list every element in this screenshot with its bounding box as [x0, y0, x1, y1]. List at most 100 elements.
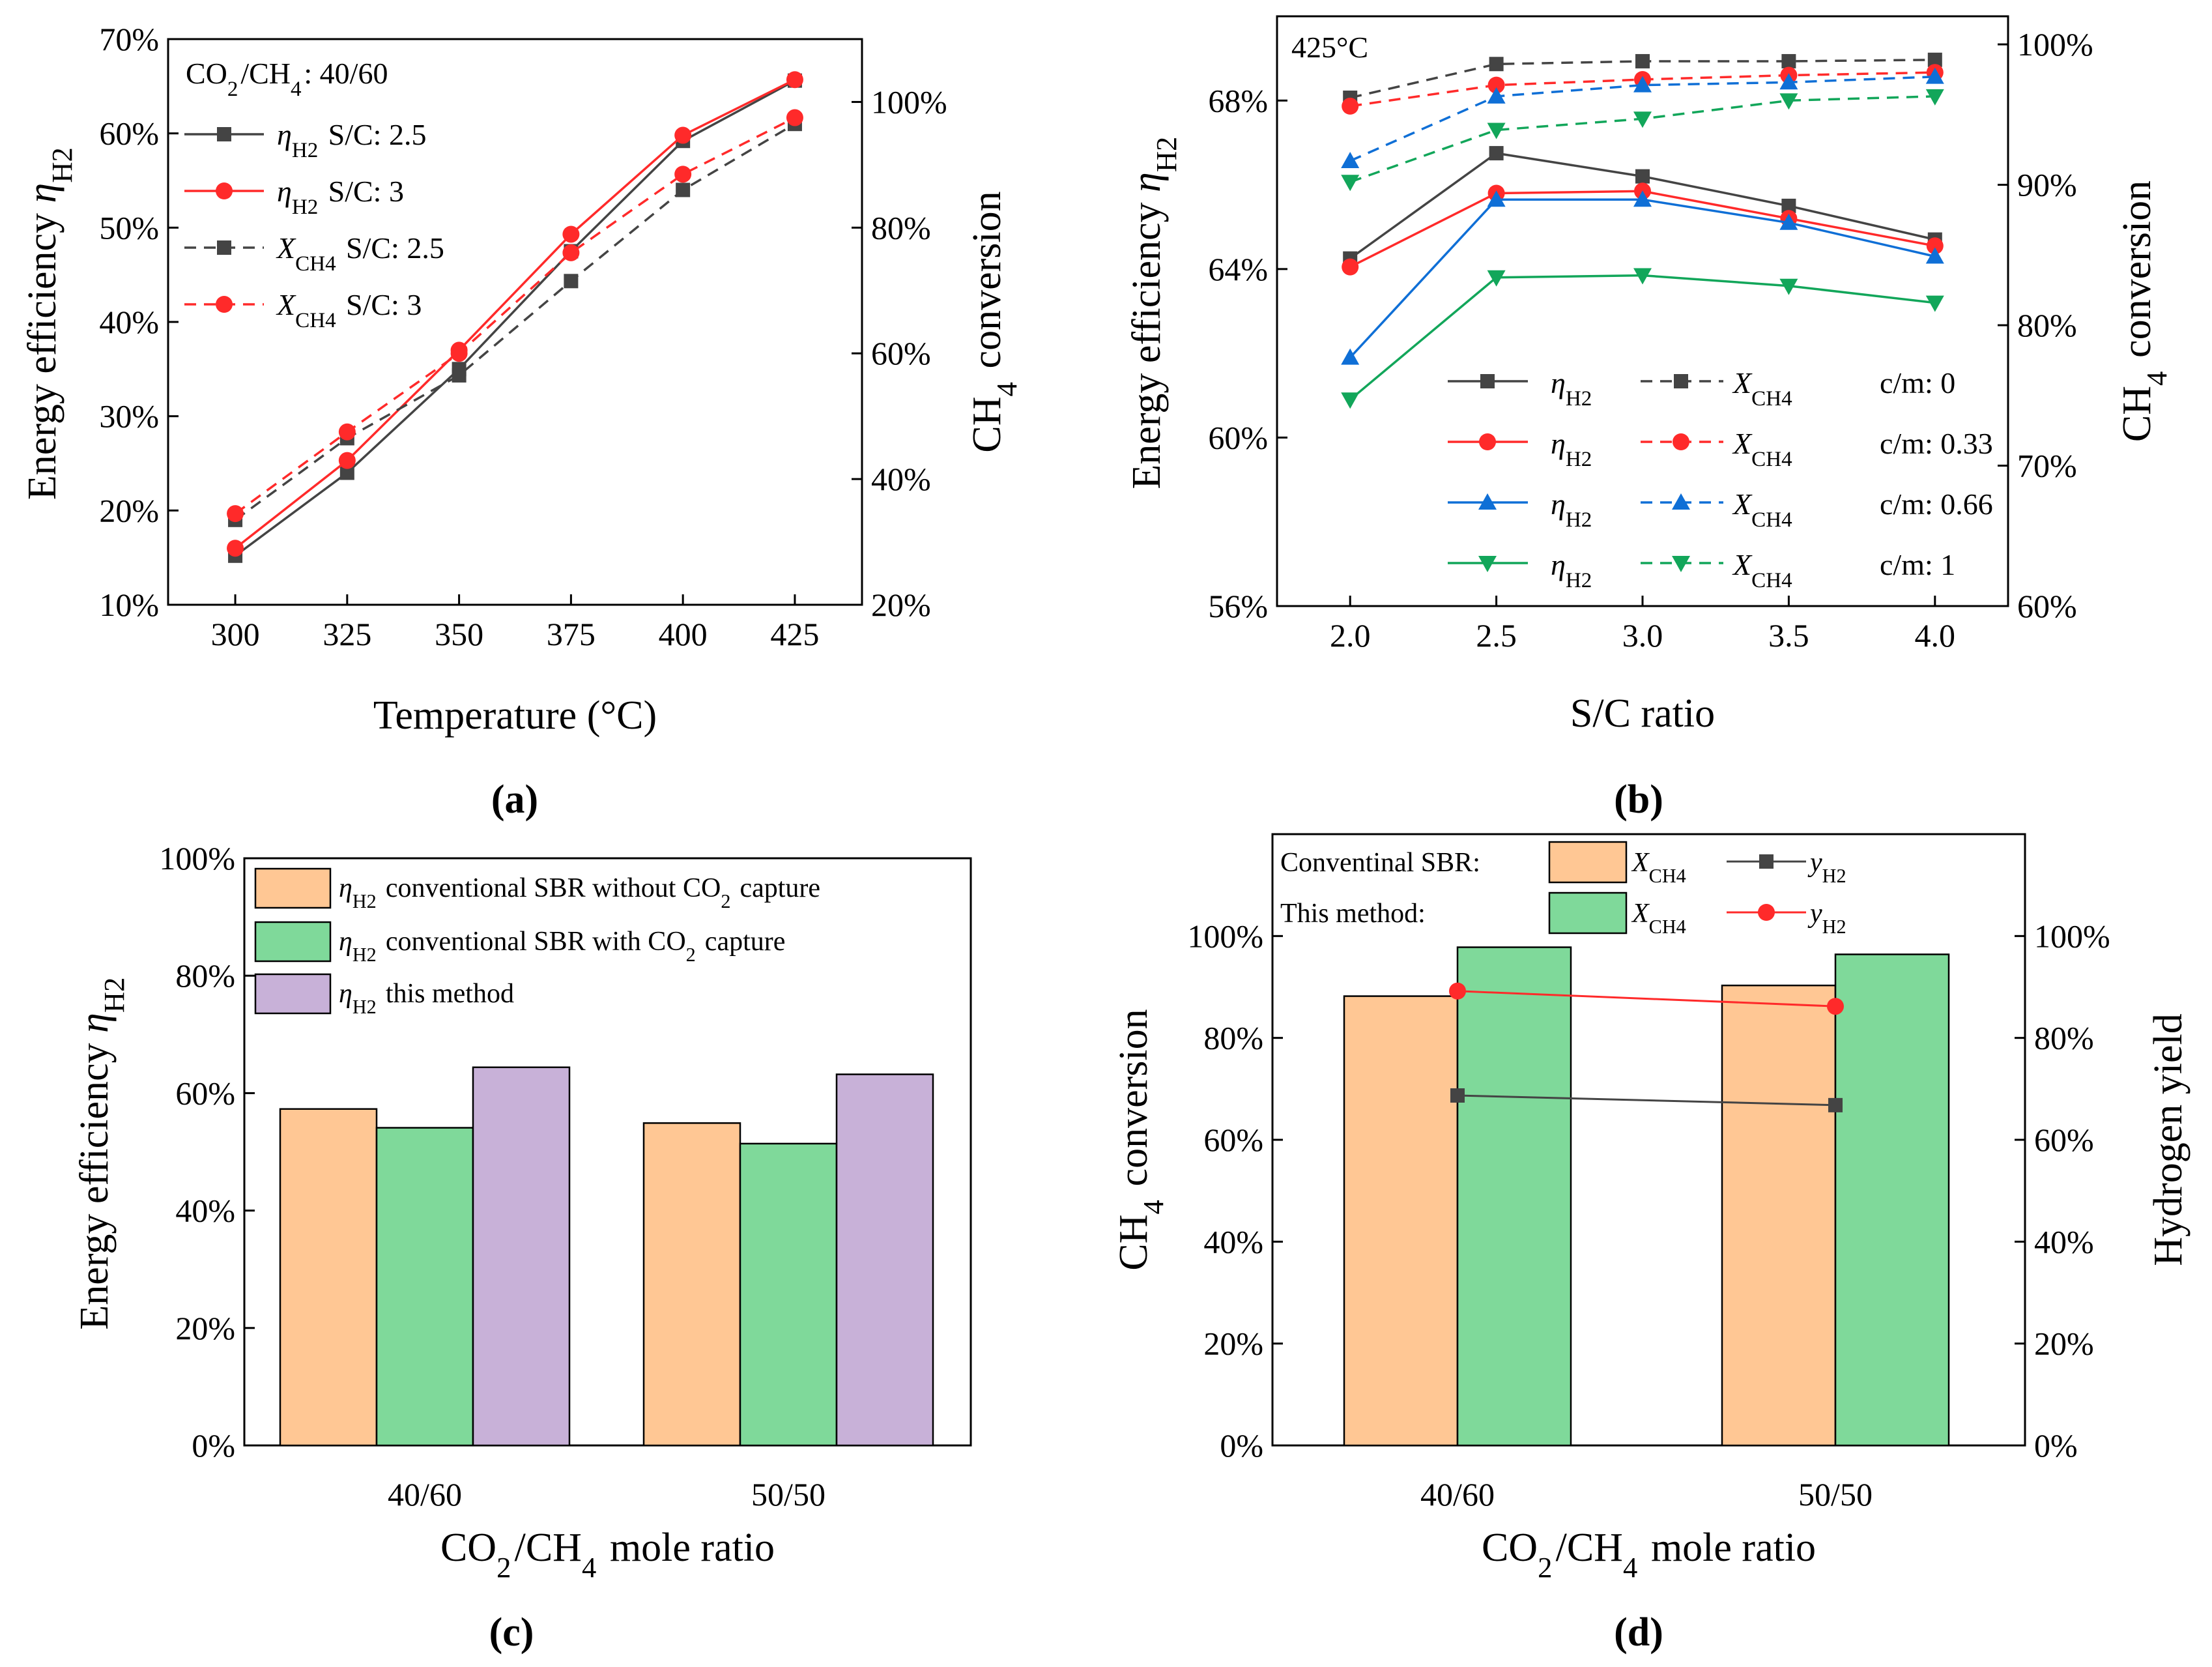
y-right-tick-label: 40%: [871, 461, 931, 497]
y-tick-label: 100%: [159, 840, 235, 877]
legend-label: XCH4: [1732, 487, 1795, 532]
data-point: [564, 274, 579, 289]
data-point: [1487, 270, 1506, 287]
data-point: [1487, 190, 1506, 207]
x-tick-label: 3.5: [1768, 617, 1809, 654]
data-point: [1341, 392, 1360, 409]
y-right-tick-label: 20%: [871, 587, 931, 623]
y-tick-label: 60%: [175, 1075, 235, 1111]
y-right-tick-label: 60%: [871, 335, 931, 371]
x-tick-label: 375: [547, 616, 596, 652]
x-axis-label: S/C ratio: [1570, 691, 1715, 736]
y-right-tick-label: 40%: [2034, 1223, 2094, 1260]
y-right-axis-label: CH4 conversion: [965, 191, 1023, 452]
y-left-tick-label: 60%: [99, 115, 159, 152]
x-axis-label: CO2 /CH4 mole ratio: [440, 1526, 775, 1584]
legend-label: This method:: [1280, 899, 1426, 929]
y-left-tick-label: 60%: [1208, 419, 1268, 456]
y-left-tick-label: 70%: [99, 21, 159, 57]
data-point: [1828, 1097, 1843, 1112]
data-point: [339, 465, 354, 480]
data-point: [1926, 237, 1944, 255]
legend-label: XCH4: [1631, 848, 1688, 887]
legend-label: XCH4 S/C: 2.5: [276, 231, 444, 276]
legend-swatch: [1548, 891, 1628, 935]
legend-label: ηH2 conventional SBR without CO2 capture: [339, 873, 820, 912]
legend-label: XCH4: [1732, 548, 1795, 592]
panel-label: (c): [489, 1610, 534, 1655]
bar: [472, 1066, 571, 1447]
data-point: [1342, 97, 1359, 115]
y-left-tick-label: 10%: [99, 587, 159, 623]
legend-marker: [1480, 374, 1495, 388]
bar: [1456, 946, 1572, 1447]
legend-swatch: [254, 921, 332, 963]
data-point: [1925, 89, 1944, 106]
y-right-tick-label: 80%: [2017, 307, 2077, 343]
data-point: [1342, 258, 1359, 276]
legend-label: yH2: [1807, 899, 1848, 938]
panel-d: 0% 20% 40% 60% 80% 100% 0% 20% 40% 60% 80% 100% 40/6…: [1112, 833, 2190, 1655]
legend-label: XCH4: [1631, 899, 1688, 938]
x-tick-label: 40/60: [1420, 1476, 1495, 1513]
y-right-tick-label: 80%: [871, 209, 931, 246]
data-point: [786, 109, 803, 126]
bar: [1834, 953, 1950, 1447]
y-right-tick-label: 100%: [2034, 918, 2110, 954]
legend-marker: [1674, 374, 1688, 388]
data-point: [1449, 982, 1466, 1000]
data-point: [338, 452, 356, 469]
y-tick-label: 0%: [192, 1427, 235, 1464]
data-point: [1489, 57, 1504, 72]
x-tick-label: 350: [435, 616, 483, 652]
data-point: [1781, 198, 1796, 213]
panel-label: (b): [1614, 777, 1663, 822]
legend-marker: [1478, 493, 1497, 510]
data-point: [450, 345, 468, 362]
x-tick-label: 50/50: [751, 1476, 826, 1513]
y-left-tick-label: 0%: [1220, 1427, 1263, 1464]
legend-label: c/m: 0.33: [1880, 427, 1993, 460]
y-left-tick-label: 20%: [99, 492, 159, 529]
y-right-tick-label: 100%: [871, 83, 947, 120]
x-tick-label: 2.5: [1476, 617, 1517, 654]
series-line-3: [235, 123, 796, 521]
data-point: [1633, 111, 1652, 128]
y-right-tick-label: 20%: [2034, 1326, 2094, 1362]
x-tick-label: 425: [770, 616, 819, 652]
legend-marker: [1673, 433, 1689, 450]
legend-marker: [1759, 854, 1774, 869]
legend-marker: [1479, 433, 1496, 450]
legend-marker: [217, 127, 231, 141]
data-point: [227, 505, 244, 523]
legend-marker: [1478, 556, 1497, 572]
series-line-2: [1457, 990, 1836, 1007]
data-point: [1779, 93, 1798, 110]
x-tick-label: 300: [211, 616, 260, 652]
data-point: [1633, 268, 1652, 285]
data-point: [1925, 295, 1944, 312]
x-tick-label: 400: [659, 616, 708, 652]
y-left-tick-label: 80%: [1203, 1020, 1263, 1056]
y-left-tick-label: 30%: [99, 398, 159, 435]
bar: [1721, 984, 1837, 1447]
data-point: [1779, 73, 1798, 90]
legend-label: ηH2 this method: [339, 979, 514, 1018]
data-point: [1489, 146, 1504, 161]
panel-c: 0% 20% 40% 60% 80% 100% 40/60 50/50 CO2 /CH4 mol…: [72, 840, 972, 1655]
y-right-tick-label: 80%: [2034, 1020, 2094, 1056]
legend-marker: [217, 240, 231, 255]
data-point: [1341, 175, 1360, 192]
legend-swatch: [1548, 841, 1628, 884]
y-right-tick-label: 60%: [2034, 1122, 2094, 1158]
data-point: [1633, 76, 1652, 93]
data-point: [1635, 53, 1650, 68]
y-left-tick-label: 100%: [1187, 918, 1263, 954]
y-right-tick-label: 90%: [2017, 167, 2077, 203]
x-tick-label: 50/50: [1798, 1476, 1873, 1513]
y-right-tick-label: 100%: [2017, 26, 2093, 63]
series-line-2: [235, 78, 796, 549]
legend-label: c/m: 0: [1880, 366, 1955, 399]
bar: [279, 1108, 378, 1447]
legend-marker: [216, 296, 233, 313]
